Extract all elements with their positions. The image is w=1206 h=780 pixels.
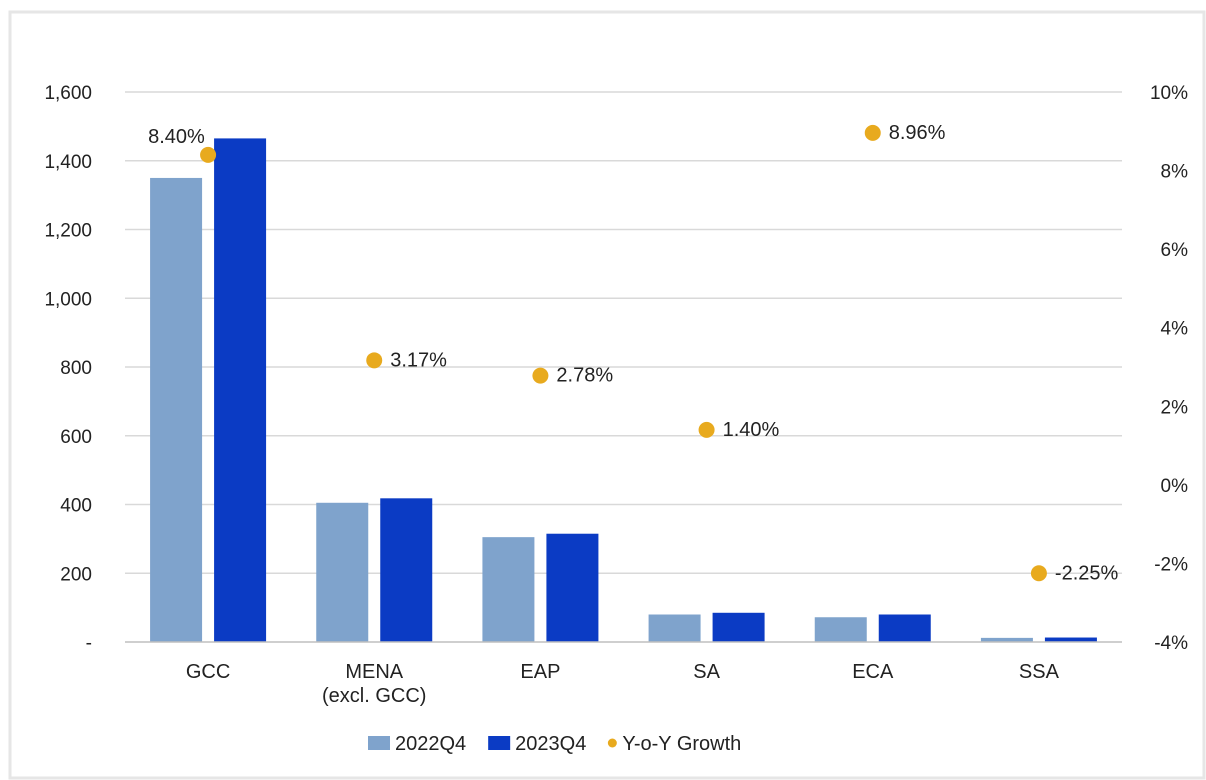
bar-2023q4: [380, 498, 433, 642]
growth-point: [1030, 565, 1047, 582]
bar-2022q4: [814, 617, 867, 642]
category-label: MENA: [345, 661, 403, 683]
left-tick-label: 600: [60, 427, 92, 448]
bar-2023q4: [1044, 637, 1097, 642]
growth-points: 8.40% 3.17% 2.78% 1.40% 8.96% -2.25%: [148, 122, 1118, 584]
growth-point: [864, 124, 881, 141]
right-axis: -4% -2% 0% 2% 4% 6% 8% 10%: [1150, 83, 1188, 654]
category-label: (excl. GCC): [322, 685, 426, 707]
left-axis: - 200 400 600 800 1,000 1,200 1,400 1,600: [44, 83, 92, 654]
chart-border: [8, 10, 1206, 780]
gridlines: [125, 91, 1122, 574]
left-tick-label: -: [86, 633, 92, 654]
growth-point: [200, 146, 217, 163]
left-tick-label: 200: [60, 564, 92, 585]
left-tick-label: 1,400: [44, 152, 92, 173]
right-tick-label: 10%: [1150, 83, 1188, 104]
bar-2022q4: [316, 502, 369, 642]
bars: [150, 138, 1097, 642]
bar-2023q4: [214, 138, 267, 642]
legend-label: Y-o-Y Growth: [622, 733, 741, 755]
legend: 2022Q4 2023Q4 Y-o-Y Growth: [368, 733, 741, 755]
left-tick-label: 1,200: [44, 221, 92, 242]
growth-point: [532, 367, 549, 384]
growth-label: 2.78%: [556, 365, 613, 387]
bar-2022q4: [980, 637, 1033, 642]
category-label: GCC: [186, 661, 230, 683]
legend-swatch: [488, 736, 511, 750]
growth-label: 8.96%: [889, 122, 946, 144]
right-tick-label: -4%: [1154, 633, 1188, 654]
bar-2022q4: [648, 614, 701, 642]
category-label: EAP: [520, 661, 560, 683]
category-label: ECA: [852, 661, 894, 683]
bar-2022q4: [482, 537, 535, 642]
legend-swatch: [607, 738, 617, 748]
bar-2023q4: [712, 612, 765, 642]
right-tick-label: 8%: [1161, 162, 1189, 183]
right-tick-label: 6%: [1161, 240, 1189, 261]
category-labels: GCC MENA(excl. GCC) EAP SA ECA SSA: [186, 661, 1060, 707]
right-tick-label: 0%: [1161, 476, 1189, 497]
legend-swatch: [368, 736, 390, 750]
right-tick-label: 2%: [1161, 397, 1189, 418]
growth-point: [698, 421, 715, 438]
right-tick-label: 4%: [1161, 319, 1189, 340]
right-tick-label: -2%: [1154, 554, 1188, 575]
legend-label: 2022Q4: [395, 733, 466, 755]
growth-label: 3.17%: [390, 349, 447, 371]
bar-2022q4: [150, 177, 203, 642]
legend-label: 2023Q4: [515, 733, 586, 755]
left-tick-label: 1,000: [44, 289, 92, 310]
left-tick-label: 400: [60, 496, 92, 517]
growth-point: [366, 352, 383, 369]
growth-label: 8.40%: [148, 126, 205, 148]
left-tick-label: 800: [60, 358, 92, 379]
growth-label: 1.40%: [723, 419, 780, 441]
category-label: SSA: [1019, 661, 1060, 683]
category-label: SA: [693, 661, 720, 683]
left-tick-label: 1,600: [44, 83, 92, 104]
bar-2023q4: [546, 533, 599, 642]
growth-label: -2.25%: [1055, 562, 1119, 584]
bar-2023q4: [878, 614, 931, 642]
